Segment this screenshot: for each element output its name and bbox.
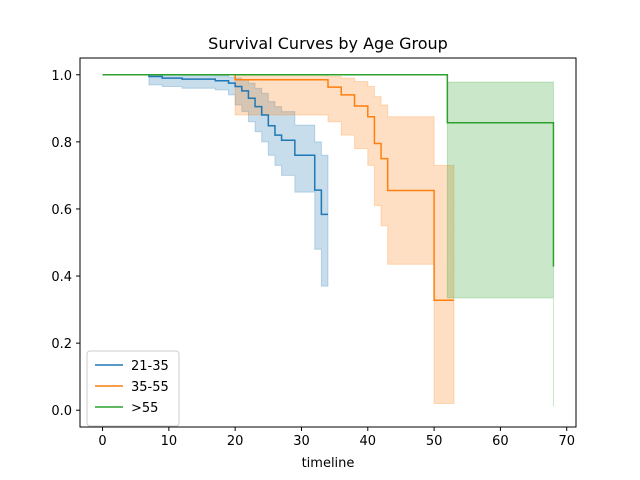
survival-line-2 bbox=[102, 74, 555, 267]
x-tick-label: 40 bbox=[360, 434, 377, 449]
legend-label-1: 35-55 bbox=[131, 380, 169, 395]
y-tick-label: 0.8 bbox=[51, 136, 72, 151]
x-tick-label: 60 bbox=[492, 434, 509, 449]
plot-frame bbox=[79, 57, 577, 428]
y-tick-label: 0.6 bbox=[51, 203, 72, 218]
x-axis-label: timeline bbox=[302, 456, 355, 471]
legend-label-2: >55 bbox=[131, 401, 158, 416]
chart-title: Survival Curves by Age Group bbox=[208, 34, 448, 53]
ci-band-1 bbox=[102, 74, 455, 405]
y-tick-label: 0.2 bbox=[51, 337, 72, 352]
x-axis-ticks: 0 10 20 30 40 50 60 70 bbox=[98, 427, 575, 449]
y-axis-ticks: 0.0 0.2 0.4 0.6 0.8 1.0 bbox=[51, 69, 80, 419]
y-tick-label: 0.0 bbox=[51, 404, 72, 419]
x-tick-label: 50 bbox=[426, 434, 443, 449]
legend: 21-35 35-55 >55 bbox=[86, 350, 180, 427]
x-tick-label: 30 bbox=[293, 434, 310, 449]
ci-band-0 bbox=[102, 74, 329, 287]
legend-label-0: 21-35 bbox=[131, 359, 169, 374]
x-tick-label: 70 bbox=[558, 434, 575, 449]
x-tick-label: 20 bbox=[227, 434, 244, 449]
y-tick-label: 0.4 bbox=[51, 270, 72, 285]
y-tick-label: 1.0 bbox=[51, 69, 72, 84]
survival-line-1 bbox=[102, 74, 454, 301]
survival-line-0 bbox=[102, 74, 328, 216]
x-tick-label: 10 bbox=[161, 434, 178, 449]
survival-lines bbox=[102, 74, 555, 301]
x-tick-label: 0 bbox=[98, 434, 106, 449]
